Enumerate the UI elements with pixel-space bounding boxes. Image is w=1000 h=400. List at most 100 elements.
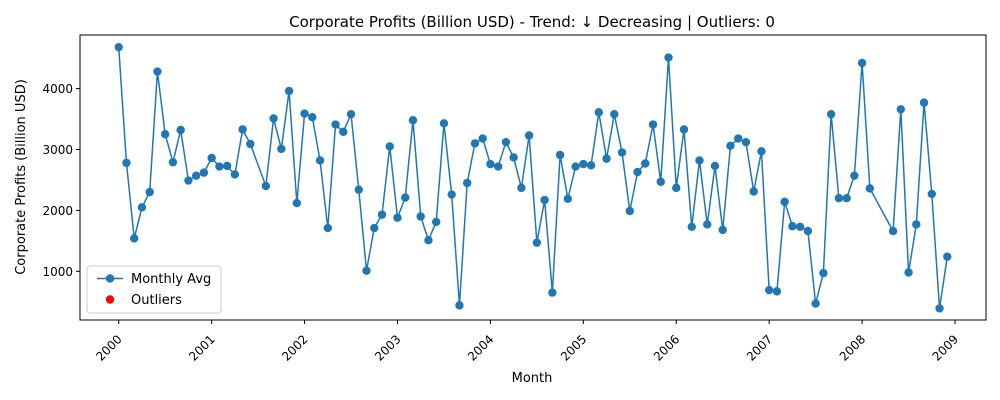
x-tick-label: 2001: [186, 332, 217, 363]
data-point: [919, 98, 929, 107]
data-point: [532, 238, 542, 247]
y-tick-label: 4000: [42, 82, 73, 96]
data-point: [656, 177, 665, 186]
axes-frame: [79, 34, 987, 321]
data-point: [501, 137, 511, 147]
data-point: [749, 187, 758, 196]
legend-label-monthly-avg: Monthly Avg: [131, 272, 211, 287]
data-point: [215, 162, 224, 171]
plot-area: [79, 34, 987, 321]
data-point: [323, 223, 332, 233]
data-point: [718, 225, 727, 235]
legend-marker-swatch: [105, 274, 115, 283]
data-point: [904, 268, 913, 277]
data-point: [292, 198, 302, 208]
chart-title: Corporate Profits (Billion USD) - Trend:…: [289, 13, 775, 31]
y-tick-label: 2000: [42, 204, 73, 218]
data-point: [555, 150, 565, 160]
x-tick-label: 2006: [651, 332, 682, 363]
data-point: [586, 161, 596, 170]
data-point: [648, 120, 658, 129]
data-point: [269, 114, 278, 123]
data-point: [811, 299, 820, 308]
data-point: [377, 210, 387, 219]
data-point: [710, 161, 720, 171]
data-point: [455, 301, 464, 310]
data-point: [168, 158, 178, 167]
y-tick-label: 3000: [42, 143, 73, 157]
data-point: [857, 58, 867, 68]
data-point: [548, 288, 557, 297]
data-point: [734, 134, 743, 143]
data-point: [346, 109, 356, 119]
x-tick-label: 2007: [744, 332, 775, 363]
data-point: [122, 158, 131, 168]
x-axis-ticks: 2000 2001 2002 2003 2004 2005 2006 2007 2008 2009: [93, 320, 961, 364]
data-point: [486, 159, 495, 169]
data-point: [184, 176, 193, 185]
data-point: [238, 125, 247, 134]
data-point: [625, 206, 634, 216]
data-point: [509, 153, 518, 162]
data-point: [594, 108, 604, 117]
data-point: [664, 53, 673, 62]
data-point: [370, 223, 379, 233]
data-point: [788, 222, 797, 231]
data-point: [284, 86, 294, 96]
data-point: [927, 189, 936, 199]
data-point: [540, 195, 549, 205]
data-point: [160, 130, 170, 139]
data-point: [130, 234, 139, 243]
data-point: [834, 194, 844, 203]
data-point: [493, 162, 503, 171]
data-point: [602, 154, 611, 163]
data-point: [912, 220, 921, 229]
data-point: [246, 139, 255, 149]
x-tick-label: 2008: [837, 332, 868, 363]
data-point: [308, 113, 317, 122]
data-point: [695, 156, 704, 165]
x-tick-label: 2003: [372, 332, 403, 363]
data-point: [339, 127, 348, 137]
data-point: [610, 109, 619, 119]
data-point: [517, 183, 526, 193]
data-point: [757, 147, 766, 156]
data-point: [191, 171, 201, 180]
data-point: [943, 252, 952, 261]
x-axis-label: Month: [512, 371, 553, 386]
data-point: [207, 153, 216, 163]
data-point: [277, 144, 286, 154]
data-point: [842, 194, 851, 203]
data-point: [764, 285, 774, 295]
data-point: [354, 185, 363, 194]
legend-label-outliers: Outliers: [131, 293, 182, 308]
data-point: [617, 148, 627, 157]
data-point: [432, 217, 441, 227]
y-axis-ticks: 1000 2000 3000 4000: [42, 82, 80, 279]
data-point: [571, 162, 580, 171]
data-point: [439, 119, 449, 128]
x-tick-label: 2000: [93, 332, 124, 363]
data-point: [935, 304, 944, 313]
data-point: [478, 134, 487, 143]
data-point: [176, 125, 185, 135]
data-point: [401, 193, 410, 202]
data-point: [447, 190, 456, 199]
legend-outlier-swatch: [105, 295, 115, 304]
data-point: [362, 266, 371, 275]
data-point: [641, 159, 650, 168]
data-point: [896, 105, 906, 114]
x-tick-label: 2005: [558, 332, 589, 363]
data-point: [230, 170, 240, 179]
data-point: [780, 197, 789, 207]
data-point: [145, 187, 154, 197]
data-point: [679, 125, 689, 134]
data-point: [703, 220, 712, 229]
series-layer: [114, 42, 952, 313]
legend: Monthly Avg Outliers: [86, 265, 222, 314]
data-point: [524, 131, 534, 140]
data-point: [826, 109, 836, 119]
x-tick-label: 2004: [465, 332, 496, 363]
data-point: [772, 287, 782, 296]
